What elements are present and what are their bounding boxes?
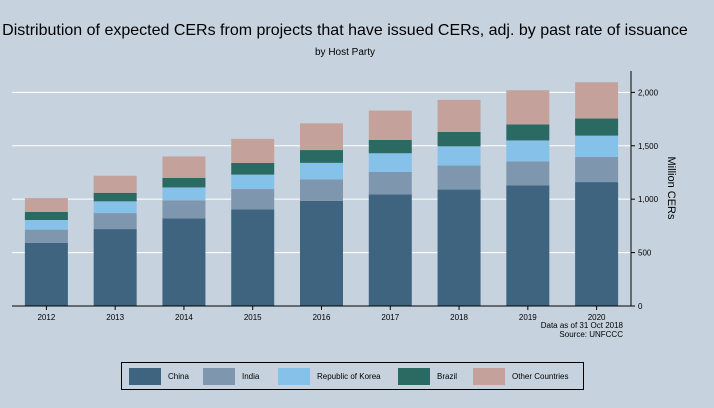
legend-label: China bbox=[168, 371, 189, 381]
bar-brazil-2018 bbox=[437, 131, 481, 147]
bar-other-countries-2017 bbox=[368, 110, 412, 140]
chart-note: Data as of 31 Oct 2018 Source: UNFCCC bbox=[480, 321, 623, 339]
legend: China India Republic of Korea Brazil Other C… bbox=[121, 362, 584, 390]
bar-china-2012 bbox=[24, 242, 68, 306]
legend-label: India bbox=[242, 371, 260, 381]
y-tick-label: 0 bbox=[638, 302, 643, 311]
bar-republic-of-korea-2015 bbox=[231, 174, 275, 190]
y-tick-label: 500 bbox=[638, 249, 652, 258]
legend-swatch bbox=[203, 367, 235, 385]
bar-brazil-2013 bbox=[93, 192, 137, 202]
legend-label: Republic of Korea bbox=[317, 371, 381, 381]
bar-brazil-2017 bbox=[368, 139, 412, 154]
legend-swatch bbox=[398, 367, 430, 385]
bar-brazil-2019 bbox=[506, 124, 550, 141]
x-tick-label: 2013 bbox=[106, 313, 124, 322]
bar-india-2018 bbox=[437, 165, 481, 190]
bar-other-countries-2020 bbox=[575, 82, 619, 119]
x-axis-ticks: 2012 2013 2014 2015 2016 2017 2018 2019 2020 bbox=[37, 306, 606, 322]
legend-label: Brazil bbox=[437, 371, 458, 381]
bar-india-2016 bbox=[300, 179, 343, 201]
bar-republic-of-korea-2020 bbox=[575, 135, 619, 157]
chart-title: Distribution of expected CERs from proje… bbox=[2, 22, 688, 39]
bar-republic-of-korea-2019 bbox=[506, 140, 550, 162]
x-tick-label: 2014 bbox=[175, 313, 193, 322]
bars bbox=[24, 82, 619, 306]
bar-india-2013 bbox=[93, 213, 137, 230]
source-note: Source: UNFCCC bbox=[559, 330, 623, 339]
legend-item: Brazil bbox=[398, 367, 457, 385]
y-tick-label: 2,000 bbox=[638, 88, 659, 97]
bar-brazil-2020 bbox=[575, 118, 619, 136]
bar-india-2019 bbox=[506, 161, 550, 186]
bar-other-countries-2016 bbox=[300, 123, 343, 151]
bar-brazil-2015 bbox=[231, 162, 275, 175]
bar-other-countries-2015 bbox=[231, 138, 275, 163]
bar-china-2014 bbox=[162, 218, 206, 306]
x-tick-label: 2012 bbox=[37, 313, 55, 322]
bar-china-2017 bbox=[368, 194, 412, 306]
bar-other-countries-2014 bbox=[162, 156, 206, 178]
chart-subtitle: by Host Party bbox=[314, 47, 376, 58]
bar-india-2020 bbox=[575, 156, 619, 183]
bar-china-2013 bbox=[93, 229, 137, 306]
bar-india-2015 bbox=[231, 189, 275, 210]
x-tick-label: 2016 bbox=[313, 313, 331, 322]
bar-brazil-2016 bbox=[300, 150, 343, 163]
bar-brazil-2012 bbox=[24, 212, 68, 221]
bar-china-2018 bbox=[437, 189, 481, 306]
legend-label: Other Countries bbox=[512, 371, 569, 381]
bar-republic-of-korea-2018 bbox=[437, 146, 481, 166]
legend-item: India bbox=[203, 367, 259, 385]
x-tick-label: 2017 bbox=[381, 313, 399, 322]
y-tick-label: 1,000 bbox=[638, 195, 659, 204]
bar-china-2016 bbox=[300, 200, 343, 306]
bar-republic-of-korea-2013 bbox=[93, 201, 137, 214]
legend-item: Other Countries bbox=[473, 367, 568, 385]
bar-india-2017 bbox=[368, 171, 412, 195]
bar-republic-of-korea-2014 bbox=[162, 187, 206, 201]
bar-china-2015 bbox=[231, 209, 275, 306]
bar-china-2020 bbox=[575, 182, 619, 306]
bar-republic-of-korea-2012 bbox=[24, 220, 68, 230]
legend-swatch bbox=[278, 367, 310, 385]
bar-other-countries-2013 bbox=[93, 175, 137, 193]
legend-swatch bbox=[473, 367, 505, 385]
bar-other-countries-2012 bbox=[24, 198, 68, 212]
y-axis-ticks: 0 500 1,000 1,500 2,000 bbox=[631, 88, 659, 311]
data-date-note: Data as of 31 Oct 2018 bbox=[540, 321, 623, 330]
x-tick-label: 2018 bbox=[450, 313, 468, 322]
legend-swatch bbox=[129, 367, 161, 385]
bar-republic-of-korea-2017 bbox=[368, 153, 412, 172]
x-tick-label: 2015 bbox=[244, 313, 262, 322]
bar-republic-of-korea-2016 bbox=[300, 162, 343, 180]
bar-india-2014 bbox=[162, 200, 206, 219]
legend-item: China bbox=[129, 367, 189, 385]
y-tick-label: 1,500 bbox=[638, 142, 659, 151]
bar-other-countries-2019 bbox=[506, 90, 550, 125]
bar-brazil-2014 bbox=[162, 177, 206, 188]
bar-china-2019 bbox=[506, 185, 550, 306]
y-axis-label: Million CERs bbox=[665, 157, 677, 220]
x-tick-label: 2020 bbox=[588, 313, 606, 322]
bar-india-2012 bbox=[24, 229, 68, 243]
bar-other-countries-2018 bbox=[437, 99, 481, 132]
x-tick-label: 2019 bbox=[519, 313, 537, 322]
legend-item: Republic of Korea bbox=[278, 367, 381, 385]
